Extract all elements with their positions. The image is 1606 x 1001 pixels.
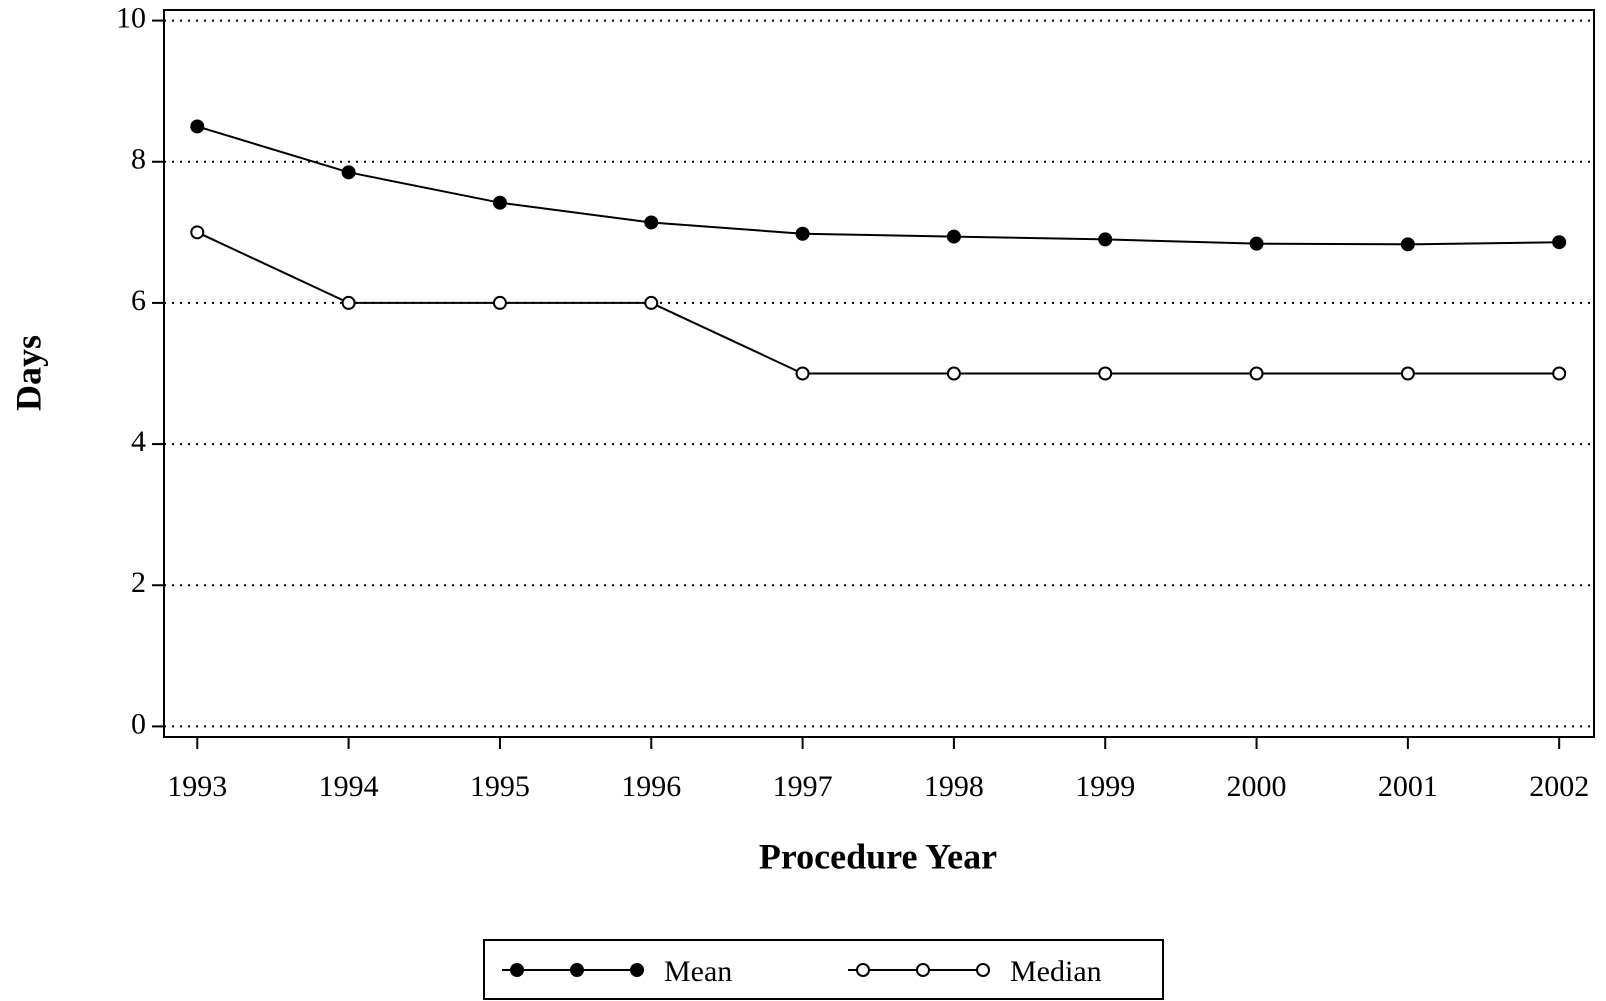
y-tick-label: 0 xyxy=(131,707,146,740)
marker xyxy=(795,366,810,381)
legend-marker xyxy=(510,963,524,977)
marker xyxy=(492,195,507,210)
marker xyxy=(795,226,810,241)
marker xyxy=(644,295,659,310)
x-axis-label: Procedure Year xyxy=(759,836,997,876)
marker xyxy=(1552,235,1567,250)
marker xyxy=(1249,236,1264,251)
marker xyxy=(946,366,961,381)
x-tick-label: 1994 xyxy=(319,770,379,803)
x-tick-label: 1995 xyxy=(470,770,530,803)
legend-box xyxy=(483,939,1164,1000)
series-line xyxy=(196,231,1560,375)
x-tick-label: 1997 xyxy=(773,770,833,803)
series-line xyxy=(197,125,1560,246)
marker xyxy=(644,215,659,230)
marker xyxy=(1552,366,1567,381)
x-tick-label: 1996 xyxy=(621,770,681,803)
y-axis-label: Days xyxy=(8,335,48,411)
legend-marker xyxy=(856,963,870,977)
marker xyxy=(492,295,507,310)
legend-marker xyxy=(570,963,584,977)
x-tick-label: 1993 xyxy=(167,770,227,803)
y-tick-label: 4 xyxy=(131,425,146,458)
plot-frame xyxy=(163,9,1595,738)
x-tick-label: 1999 xyxy=(1075,770,1135,803)
x-tick-label: 1998 xyxy=(924,770,984,803)
marker xyxy=(1098,232,1113,247)
y-tick-label: 6 xyxy=(131,284,146,317)
x-tick-label: 2002 xyxy=(1529,770,1589,803)
x-tick-label: 2000 xyxy=(1227,770,1287,803)
marker xyxy=(1249,366,1264,381)
y-tick-label: 8 xyxy=(131,143,146,176)
y-tick-label: 10 xyxy=(116,1,146,34)
x-tick-label: 2001 xyxy=(1378,770,1438,803)
y-tick-label: 2 xyxy=(131,566,146,599)
legend-label: Mean xyxy=(664,955,732,988)
marker xyxy=(946,229,961,244)
legend-label: Median xyxy=(1010,955,1102,988)
marker xyxy=(1400,366,1415,381)
marker xyxy=(1098,366,1113,381)
legend-marker xyxy=(916,963,930,977)
marker xyxy=(341,295,356,310)
marker xyxy=(1400,237,1415,252)
legend-marker xyxy=(976,963,990,977)
marker xyxy=(190,225,205,240)
marker xyxy=(341,165,356,180)
legend-marker xyxy=(630,963,644,977)
marker xyxy=(190,119,205,134)
